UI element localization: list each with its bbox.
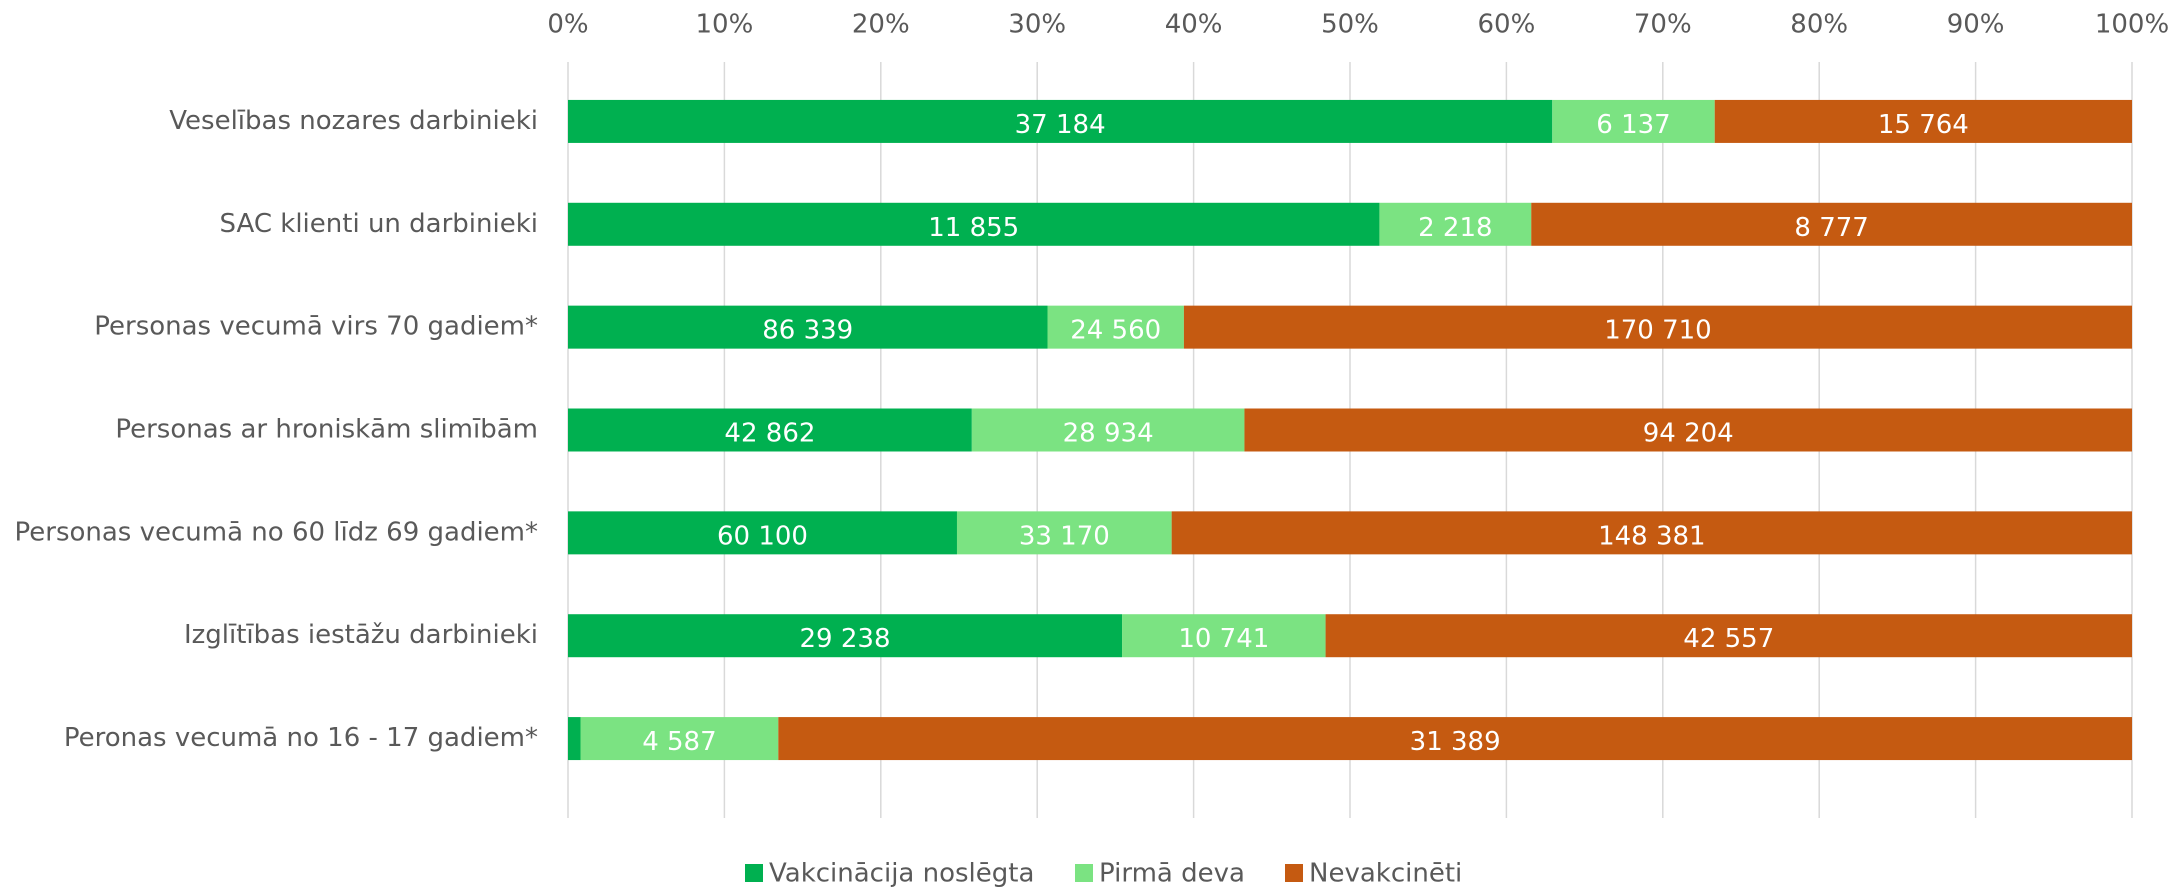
x-tick-label: 80% bbox=[1790, 10, 1848, 40]
x-tick-label: 90% bbox=[1947, 10, 2005, 40]
bar-segment bbox=[580, 717, 779, 761]
legend-swatch bbox=[1285, 864, 1303, 882]
bar-segment bbox=[1714, 99, 2132, 143]
x-tick-label: 60% bbox=[1478, 10, 1536, 40]
bar-segment bbox=[1171, 511, 2132, 555]
data-label: 15 764 bbox=[1878, 110, 1969, 140]
bar-segment bbox=[1183, 305, 2132, 349]
x-tick-label: 30% bbox=[1008, 10, 1066, 40]
bar-segment bbox=[1531, 202, 2132, 246]
bar-segment bbox=[1379, 202, 1532, 246]
legend-label: Nevakcinēti bbox=[1309, 859, 1462, 889]
data-label: 42 557 bbox=[1683, 624, 1774, 654]
legend-label: Pirmā deva bbox=[1099, 859, 1245, 889]
data-label: 37 184 bbox=[1015, 110, 1106, 140]
legend-swatch bbox=[745, 864, 763, 882]
y-tick-label: Personas ar hroniskām slimībām bbox=[115, 415, 538, 445]
bar-segment bbox=[568, 202, 1380, 246]
data-label: 33 170 bbox=[1019, 521, 1110, 551]
legend-swatch bbox=[1075, 864, 1093, 882]
data-label: 31 389 bbox=[1410, 727, 1501, 757]
bar-segment bbox=[1552, 99, 1715, 143]
data-label: 148 381 bbox=[1598, 521, 1706, 551]
y-tick-label: SAC klienti un darbinieki bbox=[220, 209, 538, 239]
bar-segment bbox=[778, 717, 2132, 761]
x-tick-label: 50% bbox=[1321, 10, 1379, 40]
data-label: 2 218 bbox=[1418, 213, 1492, 243]
x-tick-label: 20% bbox=[852, 10, 910, 40]
bar-segment bbox=[1122, 614, 1326, 658]
data-label: 94 204 bbox=[1643, 419, 1734, 449]
y-tick-label: Izglītības iestāžu darbinieki bbox=[184, 620, 538, 650]
data-label: 170 710 bbox=[1604, 316, 1712, 346]
data-label: 6 137 bbox=[1596, 110, 1670, 140]
x-tick-label: 100% bbox=[2095, 10, 2169, 40]
bar-segment bbox=[568, 305, 1048, 349]
data-label: 4 587 bbox=[642, 727, 716, 757]
bar-segment bbox=[1244, 408, 2132, 452]
bar-segment bbox=[568, 511, 957, 555]
bar-segment bbox=[956, 511, 1172, 555]
x-tick-label: 10% bbox=[696, 10, 754, 40]
legend-label: Vakcinācija noslēgta bbox=[769, 859, 1034, 889]
data-label: 86 339 bbox=[762, 316, 853, 346]
data-label: 10 741 bbox=[1178, 624, 1269, 654]
data-label: 8 777 bbox=[1794, 213, 1868, 243]
y-tick-label: Peronas vecumā no 16 - 17 gadiem* bbox=[64, 723, 538, 753]
data-label: 11 855 bbox=[928, 213, 1019, 243]
bar-segment bbox=[568, 408, 972, 452]
bar-segment bbox=[568, 717, 581, 761]
data-label: 60 100 bbox=[717, 521, 808, 551]
y-tick-label: Personas vecumā no 60 līdz 69 gadiem* bbox=[15, 517, 539, 547]
data-label: 29 238 bbox=[800, 624, 891, 654]
bar-segment bbox=[1325, 614, 2132, 658]
bar-segment bbox=[568, 99, 1553, 143]
y-tick-label: Veselības nozares darbinieki bbox=[169, 106, 538, 136]
bar-segment bbox=[1047, 305, 1184, 349]
data-label: 28 934 bbox=[1063, 419, 1154, 449]
data-label: 24 560 bbox=[1070, 316, 1161, 346]
x-tick-label: 40% bbox=[1165, 10, 1223, 40]
x-tick-label: 0% bbox=[547, 10, 588, 40]
x-tick-label: 70% bbox=[1634, 10, 1692, 40]
y-tick-label: Personas vecumā virs 70 gadiem* bbox=[94, 312, 538, 342]
data-label: 42 862 bbox=[724, 419, 815, 449]
bar-segment bbox=[568, 614, 1123, 658]
bar-segment bbox=[971, 408, 1245, 452]
